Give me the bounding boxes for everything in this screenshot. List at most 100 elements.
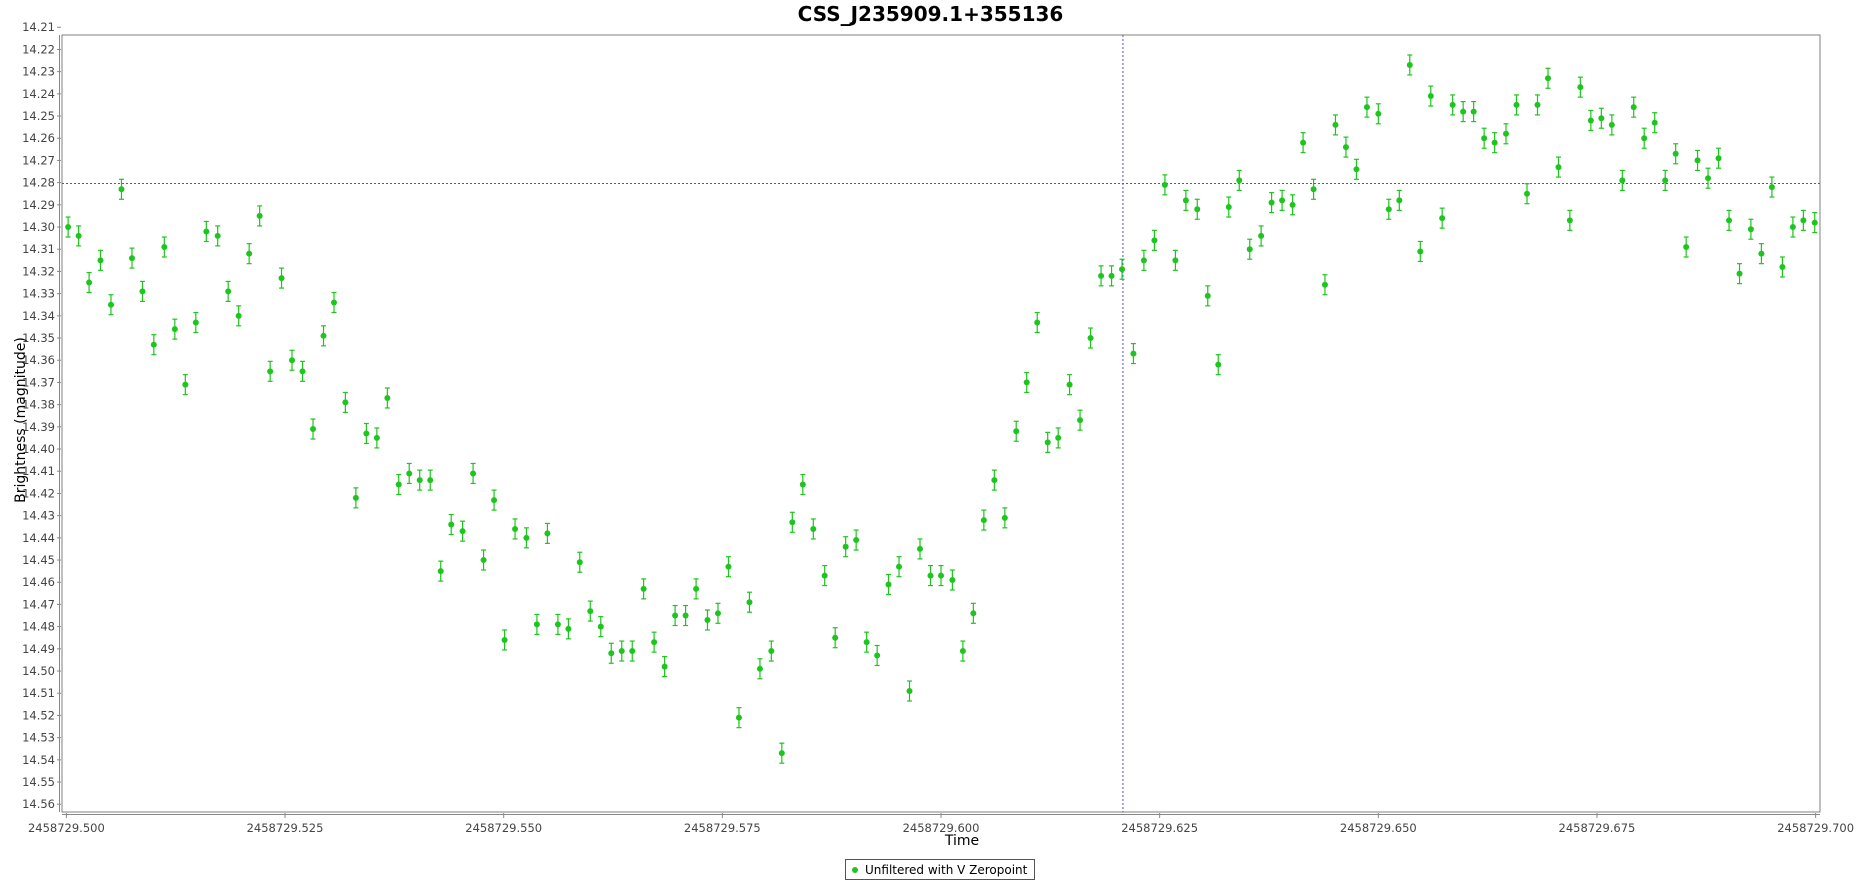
data-point	[1800, 209, 1807, 231]
chart-legend: Unfiltered with V Zeropoint	[845, 859, 1036, 880]
point-marker	[75, 232, 82, 239]
point-marker	[1460, 108, 1467, 115]
point-marker	[821, 572, 828, 579]
data-point	[289, 349, 296, 371]
data-point	[1544, 67, 1551, 89]
data-point	[1449, 94, 1456, 116]
point-marker	[1768, 184, 1775, 191]
data-point	[225, 280, 232, 302]
data-point	[778, 742, 785, 764]
point-marker	[384, 394, 391, 401]
data-point	[459, 520, 466, 542]
y-tick-label: 14.42	[22, 486, 55, 500]
data-point	[1130, 342, 1137, 365]
point-marker	[427, 477, 434, 484]
data-point	[1619, 169, 1626, 191]
data-point	[725, 556, 732, 578]
data-point	[1310, 178, 1317, 200]
y-tick-label: 14.39	[22, 420, 55, 434]
data-point	[1098, 265, 1105, 287]
point-marker	[554, 621, 561, 628]
y-tick-label: 14.40	[22, 442, 55, 456]
y-tick-label: 14.52	[22, 708, 55, 722]
x-tick-label: 2458729.550	[465, 821, 542, 835]
point-marker	[778, 750, 785, 757]
data-point	[1672, 143, 1679, 165]
data-point	[1715, 147, 1722, 169]
data-point	[842, 536, 849, 558]
data-point	[1598, 107, 1605, 129]
data-point	[959, 640, 966, 662]
point-marker	[1385, 206, 1392, 213]
point-marker	[1779, 263, 1786, 270]
point-marker	[1225, 204, 1232, 211]
data-point	[853, 529, 860, 551]
point-marker	[192, 319, 199, 326]
data-point	[310, 418, 317, 440]
data-point	[427, 469, 434, 491]
point-marker	[725, 563, 732, 570]
point-marker	[874, 652, 881, 659]
data-point	[1587, 109, 1594, 132]
point-marker	[1406, 61, 1413, 68]
point-marker	[704, 616, 711, 623]
data-point	[693, 578, 700, 600]
y-tick-label: 14.29	[22, 198, 55, 212]
data-point	[161, 236, 168, 258]
point-marker	[1417, 248, 1424, 255]
y-tick-label: 14.22	[22, 42, 55, 56]
data-point	[1789, 216, 1796, 238]
data-point	[139, 280, 146, 302]
point-marker	[896, 563, 903, 570]
point-marker	[1491, 139, 1498, 146]
data-point	[533, 613, 540, 636]
point-marker	[1705, 175, 1712, 182]
point-marker	[395, 481, 402, 488]
data-point	[1363, 96, 1370, 118]
point-marker	[470, 470, 477, 477]
data-point	[544, 522, 551, 544]
y-tick-label: 14.27	[22, 153, 55, 167]
y-tick-label: 14.35	[22, 331, 55, 345]
data-point	[1161, 174, 1168, 196]
point-marker	[1194, 206, 1201, 213]
data-point	[1246, 238, 1253, 260]
point-marker	[1503, 130, 1510, 137]
point-marker	[1246, 246, 1253, 253]
data-point	[1204, 285, 1211, 307]
point-marker	[1161, 181, 1168, 188]
point-marker	[246, 250, 253, 257]
point-marker	[565, 625, 572, 632]
point-marker	[576, 559, 583, 566]
data-point	[1013, 420, 1020, 442]
point-marker	[256, 212, 263, 219]
data-point	[331, 291, 338, 314]
point-marker	[1289, 201, 1296, 208]
point-marker	[118, 186, 125, 193]
data-point	[885, 573, 892, 596]
data-point	[1215, 354, 1222, 376]
data-point	[491, 489, 498, 511]
y-tick-label: 14.47	[22, 597, 55, 611]
data-point	[746, 591, 753, 613]
point-marker	[1108, 272, 1115, 279]
data-point	[832, 627, 839, 649]
y-tick-label: 14.38	[22, 398, 55, 412]
point-marker	[735, 714, 742, 721]
data-point	[1321, 274, 1328, 296]
point-marker	[629, 648, 636, 655]
data-point	[1630, 96, 1637, 118]
point-marker	[1481, 135, 1488, 142]
data-point	[352, 487, 359, 509]
data-point	[1385, 198, 1392, 220]
data-point	[523, 527, 530, 549]
data-point	[597, 616, 604, 638]
data-point	[1342, 136, 1349, 158]
point-marker	[1119, 266, 1126, 273]
y-tick-label: 14.44	[22, 531, 55, 545]
data-point	[267, 360, 274, 382]
point-marker	[1140, 257, 1147, 264]
data-point	[192, 311, 199, 334]
y-tick-label: 14.53	[22, 731, 55, 745]
